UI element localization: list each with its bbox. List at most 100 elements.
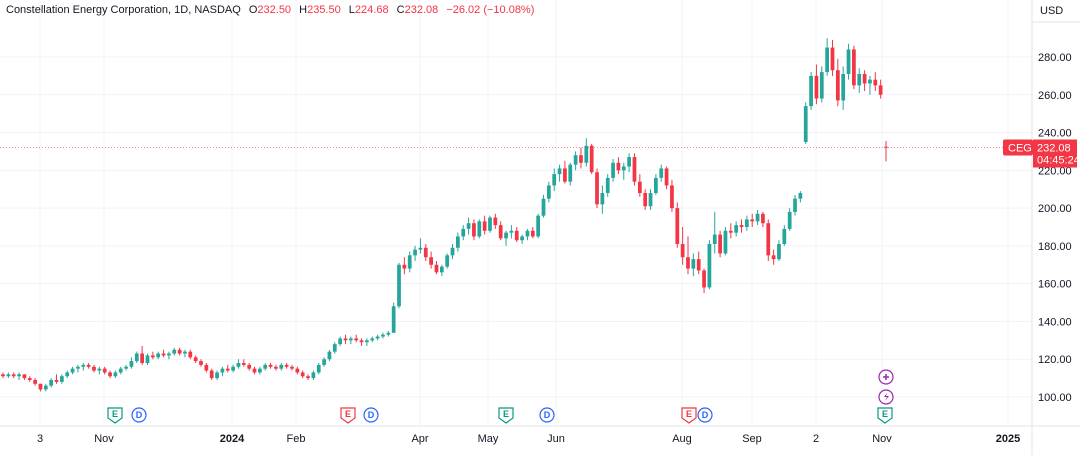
candle-body[interactable]	[504, 232, 508, 239]
candle-body[interactable]	[477, 221, 482, 237]
candle-body[interactable]	[498, 225, 503, 239]
candle-body[interactable]	[862, 74, 867, 84]
candle-body[interactable]	[718, 234, 722, 254]
candle-body[interactable]	[621, 166, 626, 171]
candle-body[interactable]	[611, 162, 615, 178]
candle-body[interactable]	[525, 230, 530, 237]
candle-body[interactable]	[70, 368, 75, 373]
candle-body[interactable]	[825, 47, 830, 73]
candle-body[interactable]	[332, 344, 337, 352]
candle-body[interactable]	[568, 164, 573, 182]
candle-body[interactable]	[177, 349, 182, 354]
candle-body[interactable]	[359, 340, 364, 343]
candle-body[interactable]	[873, 79, 878, 86]
candle-body[interactable]	[407, 255, 412, 269]
candle-body[interactable]	[557, 168, 562, 175]
candle-body[interactable]	[300, 372, 305, 377]
candle-body[interactable]	[509, 230, 514, 233]
candle-body[interactable]	[616, 162, 621, 171]
candle-body[interactable]	[670, 185, 674, 209]
candle-body[interactable]	[739, 225, 744, 227]
earnings-marker[interactable]	[107, 407, 123, 424]
candle-body[interactable]	[782, 228, 787, 244]
candle-body[interactable]	[546, 185, 551, 199]
candle-body[interactable]	[830, 47, 835, 71]
candle-body[interactable]	[86, 364, 91, 367]
earnings-marker[interactable]	[681, 407, 697, 424]
candle-body[interactable]	[589, 145, 594, 173]
candle-body[interactable]	[418, 247, 423, 250]
candle-body[interactable]	[134, 353, 139, 362]
candle-body[interactable]	[156, 353, 161, 358]
candle-body[interactable]	[835, 70, 840, 101]
candle-body[interactable]	[755, 213, 760, 222]
candle-body[interactable]	[488, 217, 492, 231]
candle-body[interactable]	[793, 198, 797, 212]
candle-body[interactable]	[777, 244, 781, 260]
candle-body[interactable]	[771, 255, 776, 260]
candle-body[interactable]	[563, 168, 567, 182]
candle-body[interactable]	[215, 372, 219, 379]
candle-body[interactable]	[263, 364, 268, 369]
candle-body[interactable]	[472, 223, 476, 237]
candle-body[interactable]	[680, 244, 685, 258]
candle-body[interactable]	[257, 368, 262, 373]
candle-body[interactable]	[188, 351, 193, 358]
candle-body[interactable]	[27, 378, 32, 380]
candle-body[interactable]	[204, 364, 209, 371]
candle-body[interactable]	[236, 363, 241, 367]
candle-body[interactable]	[798, 193, 803, 199]
candle-body[interactable]	[381, 334, 385, 337]
candle-body[interactable]	[648, 193, 653, 207]
candle-body[interactable]	[193, 357, 198, 362]
candle-body[interactable]	[365, 340, 369, 343]
candle-body[interactable]	[643, 193, 648, 207]
candle-body[interactable]	[306, 376, 310, 379]
candle-body[interactable]	[686, 257, 690, 269]
candle-body[interactable]	[386, 332, 391, 335]
candle-body[interactable]	[552, 174, 557, 186]
candle-body[interactable]	[787, 211, 792, 229]
dividend-marker[interactable]	[539, 407, 555, 423]
candle-body[interactable]	[852, 49, 856, 86]
dividend-marker[interactable]	[697, 407, 713, 423]
candle-body[interactable]	[712, 234, 717, 244]
candle-body[interactable]	[241, 363, 246, 365]
candle-body[interactable]	[370, 338, 375, 341]
candle-body[interactable]	[59, 376, 64, 382]
candle-body[interactable]	[456, 236, 460, 248]
candle-body[interactable]	[17, 374, 21, 377]
candle-body[interactable]	[450, 247, 455, 256]
candle-body[interactable]	[65, 372, 70, 377]
candle-body[interactable]	[814, 75, 819, 99]
candle-body[interactable]	[600, 193, 605, 205]
candle-body[interactable]	[857, 74, 862, 86]
candle-body[interactable]	[744, 219, 749, 227]
candle-body[interactable]	[868, 79, 872, 84]
candle-body[interactable]	[841, 74, 846, 101]
candle-body[interactable]	[734, 225, 739, 233]
candle-body[interactable]	[659, 168, 664, 178]
candle-body[interactable]	[439, 266, 444, 273]
candle-body[interactable]	[231, 366, 235, 371]
candle-body[interactable]	[145, 355, 150, 363]
candle-body[interactable]	[728, 230, 733, 233]
candle-body[interactable]	[209, 370, 214, 379]
candle-body[interactable]	[702, 270, 706, 288]
candle-body[interactable]	[316, 364, 321, 373]
candle-body[interactable]	[199, 361, 203, 365]
candle-body[interactable]	[113, 372, 118, 377]
candle-body[interactable]	[637, 181, 642, 193]
dividend-marker[interactable]	[363, 407, 379, 423]
candle-body[interactable]	[172, 349, 177, 354]
candle-body[interactable]	[664, 168, 669, 186]
candle-body[interactable]	[696, 259, 701, 271]
earnings-marker[interactable]	[340, 407, 356, 424]
candle-body[interactable]	[102, 368, 107, 373]
candle-body[interactable]	[627, 157, 632, 167]
candle-body[interactable]	[38, 383, 43, 390]
candle-body[interactable]	[1, 374, 5, 377]
candle-body[interactable]	[76, 366, 80, 369]
candle-body[interactable]	[723, 230, 728, 254]
